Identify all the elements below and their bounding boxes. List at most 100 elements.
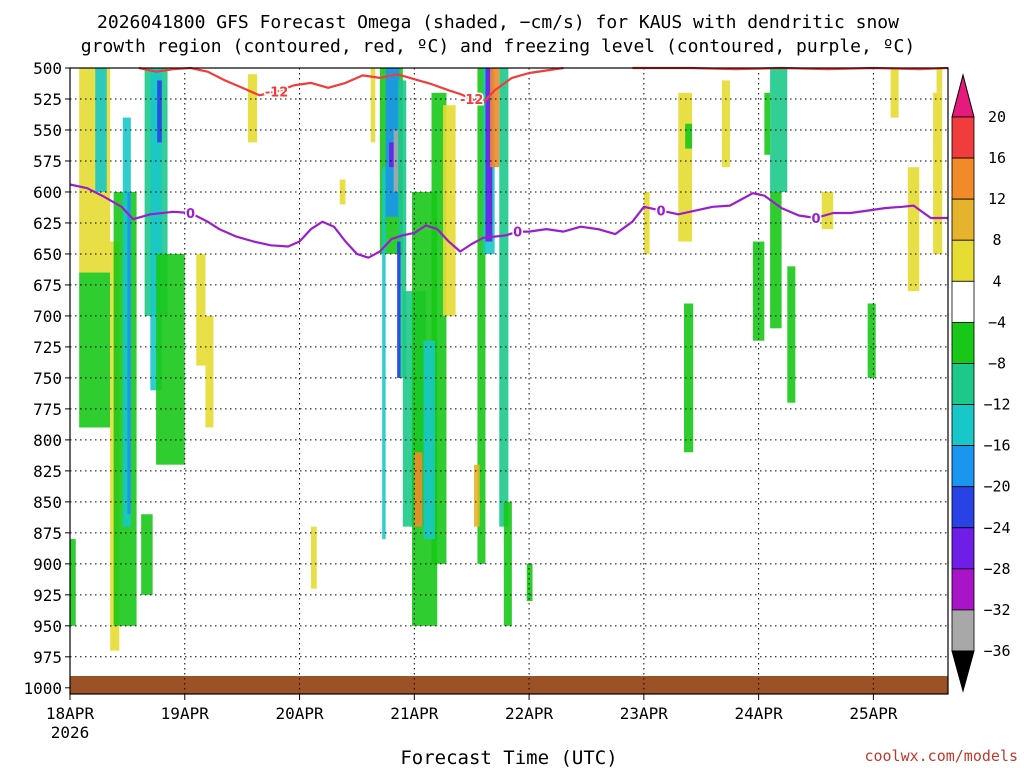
time-tick-label: 21APR [390,704,439,723]
omega-shade-cell [150,68,162,391]
dendritic-minus12-contour [138,66,564,104]
chart-title: 2026041800 GFS Forecast Omega (shaded, −… [81,12,915,57]
omega-shade-cell [678,92,693,242]
omega-shade-cell [127,191,131,515]
colorbar-tick-label: −36 [983,642,1010,660]
freezing-level-label: 0 [811,212,820,227]
omega-shade-cell [339,179,346,205]
omega-shade-cell [79,272,111,428]
colorbar-tick-label: −32 [983,601,1010,619]
omega-shade-cell [643,191,650,254]
omega-shading [70,68,943,651]
omega-shade-cell [311,526,317,589]
omega-shade-cell [157,80,162,143]
omega-shade-cell [431,92,447,564]
colorbar-tick-label: −24 [983,519,1010,537]
omega-shade-cell [70,539,76,626]
omega-shade-cell [397,241,401,378]
chart-title-line-2: growth region (contoured, red, ºC) and f… [81,36,915,57]
omega-shade-cell [247,74,258,143]
omega-shade-cell [196,253,206,366]
time-tick-label: 18APR [46,704,95,723]
pressure-tick-label: 950 [33,617,62,636]
time-tick-label: 25APR [849,704,898,723]
omega-shade-cell [370,68,376,143]
omega-shade-cell [890,68,899,118]
omega-shade-cell [414,452,423,527]
colorbar-tick-label: 4 [992,272,1001,290]
omega-shade-cell [443,105,456,316]
pressure-tick-label: 575 [33,152,62,171]
pressure-axis: 500 525 550 575 600 625 650 675 700 725 750 775 800 8… [23,59,70,698]
omega-shade-cell [389,142,394,168]
colorbar-tick-label: 12 [988,190,1006,208]
colorbar-top-arrow [951,73,975,118]
colorbar-tick-label: −16 [983,437,1010,455]
credit-text: coolwx.com/models [864,747,1018,765]
colorbar-swatch [951,363,975,405]
colorbar-swatch [951,280,975,323]
colorbar-tick-label: −12 [983,396,1010,414]
time-tick-label: 22APR [505,704,554,723]
colorbar-swatch [951,445,975,488]
colorbar-swatch [951,568,975,611]
freezing-level-label: 0 [186,207,195,222]
omega-shade-cell [503,501,512,626]
colorbar-swatch [951,486,975,529]
pressure-tick-label: 500 [33,59,62,78]
colorbar-swatch [951,527,975,570]
pressure-tick-label: 700 [33,307,62,326]
pressure-tick-label: 800 [33,431,62,450]
pressure-tick-label: 850 [33,493,62,512]
pressure-tick-label: 650 [33,245,62,264]
time-tick-label: 24APR [735,704,784,723]
chart-title-line-1: 2026041800 GFS Forecast Omega (shaded, −… [97,12,899,33]
colorbar-tick-label: −4 [988,313,1006,331]
pressure-tick-label: 925 [33,586,62,605]
colorbar-swatch [951,404,975,447]
omega-shade-cell [423,340,435,540]
pressure-tick-label: 600 [33,183,62,202]
omega-shade-cell [867,303,876,378]
omega-shade-cell [752,241,765,341]
freezing-level-label: 0 [657,205,666,220]
omega-shade-cell [721,80,730,168]
omega-shade-cell [526,563,533,602]
omega-shade-cell [933,92,943,254]
pressure-tick-label: 825 [33,462,62,481]
pressure-tick-label: 975 [33,648,62,667]
colorbar-swatch [951,609,975,652]
x-axis-year-label: 2026 [51,723,90,742]
omega-shade-cell [770,68,788,192]
omega-shade-cell [205,315,214,428]
contours: 0 0 0 0 -12 -12 [69,66,949,259]
time-axis: 18APR 19APR 20APR 21APR 22APR 23APR 24APR 25APR [46,694,898,723]
surface-ground [70,676,948,694]
time-tick-label: 19APR [161,704,210,723]
colorbar-bottom-arrow [951,650,975,693]
colorbar-swatch [951,321,975,364]
pressure-tick-label: 875 [33,524,62,543]
colorbar-tick-label: 8 [992,231,1001,249]
time-tick-label: 23APR [620,704,669,723]
pressure-tick-label: 675 [33,276,62,295]
omega-shade-cell [770,191,782,329]
omega-shade-cell [141,514,153,595]
omega-shade-cell [122,117,131,527]
pressure-tick-label: 550 [33,121,62,140]
freezing-level-label: 0 [513,226,522,241]
omega-shade-cell [907,167,920,292]
colorbar-tick-label: −8 [988,354,1006,372]
pressure-tick-label: 775 [33,400,62,419]
dendritic-minus12-label: -12 [460,93,484,108]
colorbar-swatch [951,198,975,241]
freezing-level-contour [69,183,948,259]
pressure-tick-label: 525 [33,90,62,109]
colorbar-tick-label: −20 [983,478,1010,496]
omega-shade-cell [499,68,509,527]
colorbar-tick-label: −28 [983,560,1010,578]
pressure-tick-label: 750 [33,369,62,388]
omega-shade-cell [936,68,943,93]
omega-shade-cell [684,303,694,453]
